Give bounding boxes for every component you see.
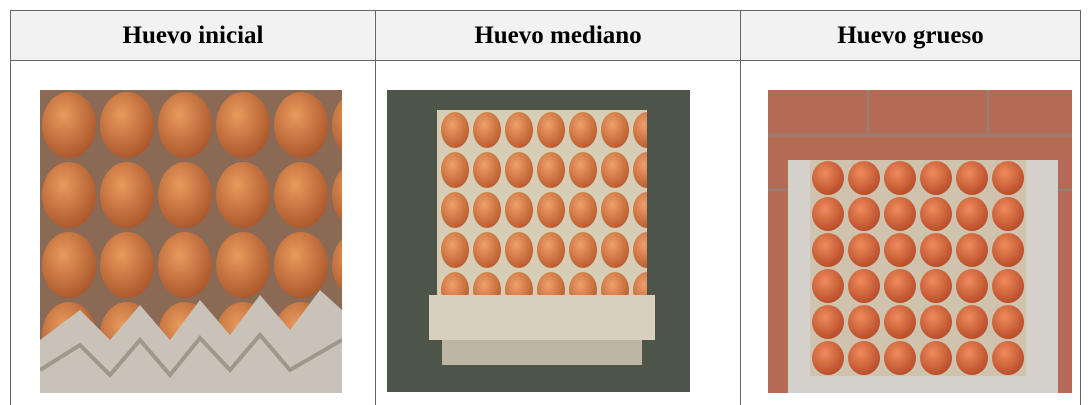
header-cell: Huevo grueso (741, 11, 1080, 60)
header-cell: Huevo inicial (11, 11, 375, 60)
photo-eggs-large (768, 90, 1072, 393)
border (10, 10, 1081, 11)
header-cell: Huevo mediano (376, 11, 740, 60)
border (10, 10, 11, 405)
border (1080, 10, 1081, 405)
photo-eggs-medium (387, 90, 690, 392)
photo-eggs-initial (40, 90, 342, 393)
border (10, 60, 1081, 61)
border (375, 10, 376, 405)
border (740, 10, 741, 405)
